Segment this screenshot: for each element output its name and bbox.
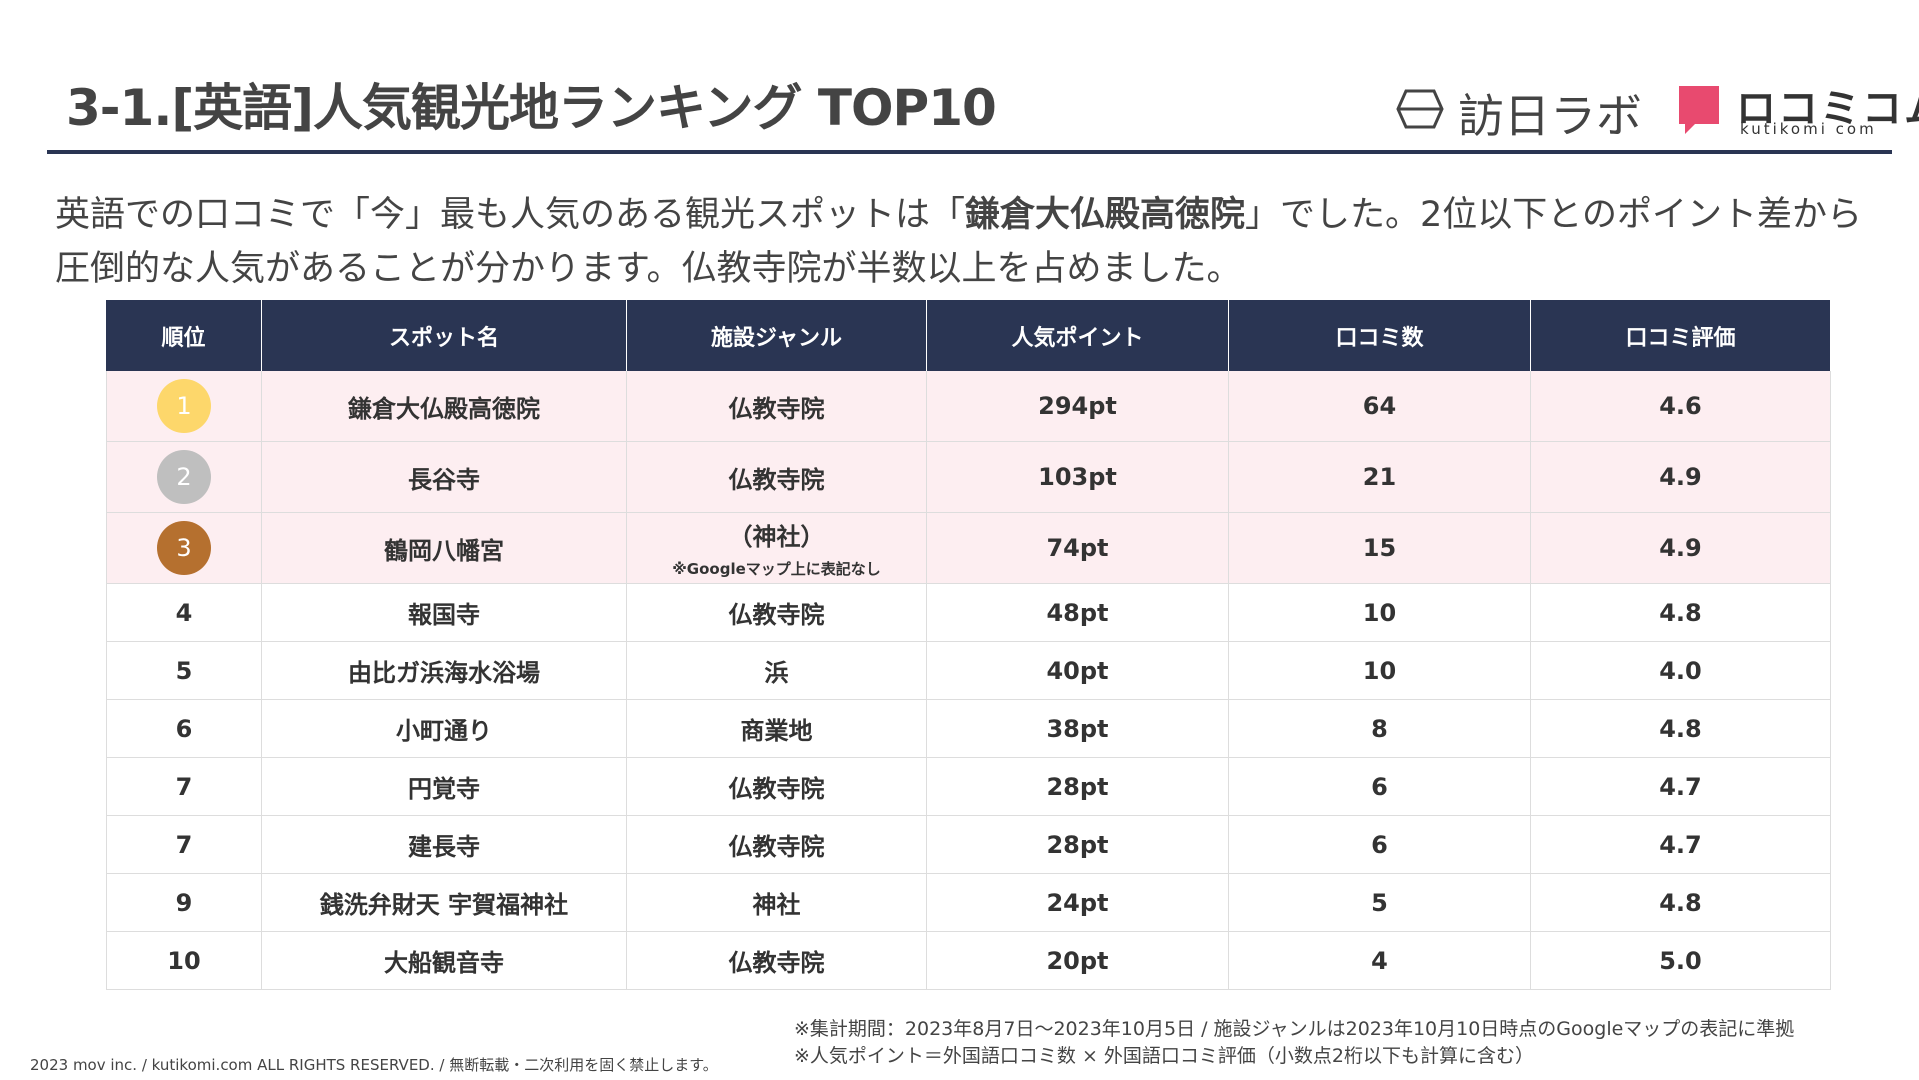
table-cell: 由比ガ浜海水浴場 [262, 642, 627, 700]
table-cell: 28pt [927, 758, 1229, 816]
logo-icon [1396, 89, 1444, 129]
table-cell: 15 [1229, 513, 1531, 584]
table-cell: 報国寺 [262, 584, 627, 642]
table-cell: 鎌倉大仏殿高徳院 [262, 371, 627, 442]
table-cell: 64 [1229, 371, 1531, 442]
table-cell: 仏教寺院 [627, 758, 927, 816]
table-cell: 10 [1229, 584, 1531, 642]
table-cell: 円覚寺 [262, 758, 627, 816]
table-cell: 4.8 [1531, 584, 1831, 642]
table-cell: 4 [1229, 932, 1531, 990]
table-cell: 仏教寺院 [627, 371, 927, 442]
table-cell: 4.0 [1531, 642, 1831, 700]
table-cell: 4.9 [1531, 442, 1831, 513]
table-cell: 商業地 [627, 700, 927, 758]
table-cell: 9 [106, 874, 262, 932]
logo-text: 訪日ラボ [1458, 89, 1642, 143]
title: 3-1.[英語]人気観光地ランキング TOP10 [66, 79, 997, 137]
table-cell: 74pt [927, 513, 1229, 584]
logo-text: ロコミコム [1736, 86, 1919, 132]
table-cell: 4.8 [1531, 874, 1831, 932]
table-cell: 4.7 [1531, 758, 1831, 816]
table-cell: 仏教寺院 [627, 932, 927, 990]
table-cell: 24pt [927, 874, 1229, 932]
header-cell: 順位 [106, 300, 262, 371]
table-cell: 浜 [627, 642, 927, 700]
rank-badge: 3 [157, 521, 211, 575]
header-cell: スポット名 [262, 300, 627, 371]
header-cell: 口コミ評価 [1531, 300, 1831, 371]
table-cell: 4 [106, 584, 262, 642]
table-cell: 2 [106, 442, 262, 513]
table-cell: 3 [106, 513, 262, 584]
table-cell: 103pt [927, 442, 1229, 513]
table-cell: 6 [106, 700, 262, 758]
table-cell: 20pt [927, 932, 1229, 990]
cell-text: （神社） [728, 523, 825, 551]
table-cell: 5 [1229, 874, 1531, 932]
table-cell: 銭洗弁財天 宇賀福神社 [262, 874, 627, 932]
intro-line: 英語での口コミで「今」最も人気のある観光スポットは「鎌倉大仏殿高徳院」でした。2… [55, 186, 1862, 237]
logo-mark [1679, 86, 1719, 134]
table-cell: 10 [1229, 642, 1531, 700]
table-cell: 大船観音寺 [262, 932, 627, 990]
intro-text: 英語での口コミで「今」最も人気のある観光スポットは「 [55, 195, 966, 235]
table-cell: 仏教寺院 [627, 442, 927, 513]
table-cell: 神社 [627, 874, 927, 932]
header-cell: 人気ポイント [927, 300, 1229, 371]
table-cell: 4.8 [1531, 700, 1831, 758]
table-cell: 5 [106, 642, 262, 700]
table-cell: 40pt [927, 642, 1229, 700]
table-cell: 仏教寺院 [627, 584, 927, 642]
table-cell: 7 [106, 758, 262, 816]
table-cell: 10 [106, 932, 262, 990]
table-cell: 6 [1229, 816, 1531, 874]
rank-badge: 1 [157, 379, 211, 433]
header-cell: 口コミ数 [1229, 300, 1531, 371]
copyright: 2023 mov inc. / kutikomi.com ALL RIGHTS … [30, 1056, 718, 1074]
intro-text: 」でした。2位以下とのポイント差から [1245, 195, 1862, 235]
table-cell: 28pt [927, 816, 1229, 874]
table-cell: 小町通り [262, 700, 627, 758]
table-cell: 1 [106, 371, 262, 442]
footnote: ※集計期間：2023年8月7日～2023年10月5日 / 施設ジャンルは2023… [794, 1018, 1795, 1040]
header-cell: 施設ジャンル [627, 300, 927, 371]
table-cell: 38pt [927, 700, 1229, 758]
intro-line: 圧倒的な人気があることが分かります。仏教寺院が半数以上を占めました。 [55, 249, 1242, 289]
table-cell: 21 [1229, 442, 1531, 513]
table-cell: 鶴岡八幡宮 [262, 513, 627, 584]
table-cell: 6 [1229, 758, 1531, 816]
table-cell: 48pt [927, 584, 1229, 642]
table-cell: 4.7 [1531, 816, 1831, 874]
table-cell: 8 [1229, 700, 1531, 758]
table-cell: 建長寺 [262, 816, 627, 874]
table-cell: 4.6 [1531, 371, 1831, 442]
table-cell: （神社） ※Googleマップ上に表記なし [627, 513, 927, 584]
intro-bold: 鎌倉大仏殿高徳院 [965, 195, 1246, 235]
table-cell: 7 [106, 816, 262, 874]
footnote: ※人気ポイント＝外国語口コミ数 × 外国語口コミ評価（小数点2桁以下も計算に含む… [794, 1045, 1535, 1067]
table-cell: 長谷寺 [262, 442, 627, 513]
cell-note: ※Googleマップ上に表記なし [672, 560, 881, 578]
table-cell: 294pt [927, 371, 1229, 442]
table-cell: 仏教寺院 [627, 816, 927, 874]
table-cell: 5.0 [1531, 932, 1831, 990]
divider [47, 150, 1892, 154]
rank-badge: 2 [157, 450, 211, 504]
table-cell: 4.9 [1531, 513, 1831, 584]
logo-subtext: kutikomi com [1740, 120, 1877, 138]
